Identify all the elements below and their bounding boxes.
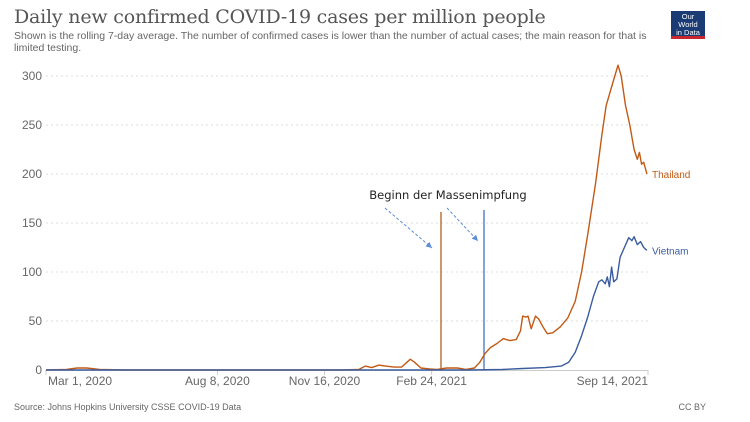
x-tick-label-0: Mar 1, 2020 bbox=[48, 374, 112, 388]
x-tick-label-1: Aug 8, 2020 bbox=[185, 374, 250, 388]
source-note[interactable]: Source: Johns Hopkins University CSSE CO… bbox=[14, 402, 242, 412]
x-axis: Mar 1, 2020 Aug 8, 2020 Nov 16, 2020 Feb 24… bbox=[45, 370, 649, 388]
y-tick-label-100: 100 bbox=[22, 265, 42, 279]
annotation-arrow-2 bbox=[446, 207, 479, 242]
series-line-thailand bbox=[45, 64, 648, 371]
x-tick-label-4: Sep 14, 2021 bbox=[577, 374, 649, 388]
series-label-thailand: Thailand bbox=[652, 170, 690, 181]
annotation-text: Beginn der Massenimpfung bbox=[369, 188, 526, 202]
y-tick-label-200: 200 bbox=[22, 167, 42, 181]
y-tick-label-0: 0 bbox=[35, 363, 42, 377]
y-tick-label-150: 150 bbox=[22, 216, 42, 230]
logo-line-1: Our World bbox=[678, 12, 698, 29]
logo-line-2: in Data bbox=[676, 28, 700, 37]
series-line-vietnam bbox=[46, 235, 648, 371]
chart-title: Daily new confirmed COVID-19 cases per m… bbox=[14, 6, 546, 28]
chart-subtitle: Shown is the rolling 7-day average. The … bbox=[14, 30, 647, 54]
grid-lines bbox=[46, 75, 648, 322]
y-axis-ticks: 0 50 100 150 200 250 300 bbox=[22, 69, 42, 377]
owid-logo[interactable]: Our World in Data bbox=[671, 11, 705, 39]
annotation-group: Beginn der Massenimpfung bbox=[369, 188, 527, 370]
x-tick-label-3: Feb 24, 2021 bbox=[396, 374, 467, 388]
annotation-arrow-1 bbox=[384, 207, 433, 249]
y-tick-label-250: 250 bbox=[22, 118, 42, 132]
series-lines bbox=[45, 64, 648, 371]
y-tick-label-50: 50 bbox=[29, 314, 43, 328]
series-label-vietnam: Vietnam bbox=[652, 246, 689, 257]
y-tick-label-300: 300 bbox=[22, 69, 42, 83]
license-note[interactable]: CC BY bbox=[678, 402, 706, 412]
series-labels: Thailand Vietnam bbox=[652, 170, 690, 257]
x-tick-label-2: Nov 16, 2020 bbox=[289, 374, 361, 388]
